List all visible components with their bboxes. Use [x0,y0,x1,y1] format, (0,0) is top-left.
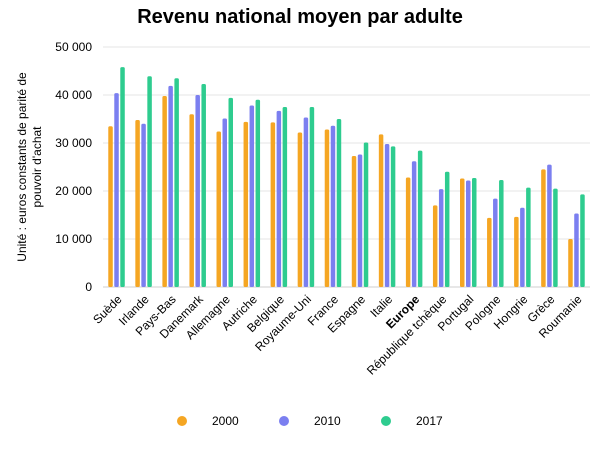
bar-2010 [331,126,336,287]
bar-2000 [298,132,303,287]
bar-2010 [141,124,146,287]
legend-label: 2017 [416,414,443,428]
legend-item[interactable]: 2000 [177,414,239,428]
y-axis-title-line: pouvoir d'achat [30,126,44,208]
legend-item[interactable]: 2010 [279,414,341,428]
bar-2017 [201,84,206,287]
chart-container: Revenu national moyen par adulte 0 10 000… [0,0,600,450]
y-axis-title-line: Unité : euros constants de parité de [15,72,29,262]
bar-2017 [580,194,585,287]
bar-2010 [466,180,471,287]
bar-2000 [487,218,492,287]
bar-2010 [114,93,119,287]
bar-2017 [499,180,504,287]
legend-label: 2000 [212,414,239,428]
bar-2010 [250,106,255,287]
bar-2010 [412,161,417,287]
bar-2017 [120,67,125,287]
bar-2010 [493,199,498,287]
bar-2000 [162,96,167,287]
y-tick-label: 40 000 [55,88,92,102]
y-tick-label: 50 000 [55,40,92,54]
bar-2000 [108,126,113,287]
bar-2000 [379,134,384,287]
bar-2000 [568,239,573,287]
bar-2017 [283,107,288,287]
bar-2000 [189,114,194,287]
y-tick-label: 20 000 [55,184,92,198]
bar-2010 [574,214,579,287]
bar-2010 [547,165,552,287]
bar-2010 [358,155,363,287]
bar-2010 [439,189,444,287]
bar-2000 [433,205,438,287]
legend: 2000 2010 2017 [177,414,443,428]
bar-2010 [277,111,282,287]
chart-canvas: 0 10 000 20 000 30 000 40 000 50 000 Unité : … [0,0,600,450]
bar-2000 [244,122,249,287]
bar-2017 [364,143,369,287]
y-axis-title: Unité : euros constants de parité de pouv… [15,72,44,262]
bar-2017 [310,107,315,287]
bar-2010 [223,119,228,287]
bar-2000 [406,178,411,287]
bar-2010 [520,208,525,287]
y-tick-label: 0 [85,280,92,294]
bar-2010 [168,86,173,287]
legend-swatch [279,416,289,426]
bar-2017 [256,100,260,287]
bar-2017 [553,189,558,287]
bar-2000 [271,122,276,287]
bar-2017 [174,78,179,287]
legend-item[interactable]: 2017 [381,414,443,428]
bar-2017 [391,146,396,287]
bar-2017 [147,76,152,287]
bar-2010 [304,118,309,287]
bar-2000 [460,179,465,287]
bar-2017 [229,98,234,287]
y-axis-ticks: 0 10 000 20 000 30 000 40 000 50 000 [55,40,92,294]
bar-2000 [217,131,222,287]
x-axis-labels: SuèdeIrlandePays-BasDanemarkAllemagneAut… [90,292,585,378]
legend-label: 2010 [314,414,341,428]
y-tick-label: 10 000 [55,232,92,246]
bar-2000 [352,156,357,287]
bar-2017 [337,119,342,287]
bar-2000 [325,130,330,287]
bar-2017 [472,178,477,287]
legend-swatch [177,416,187,426]
bars [108,67,584,287]
bar-2017 [526,188,531,287]
bar-2000 [541,169,546,287]
bar-2017 [445,172,450,287]
bar-2000 [514,217,519,287]
y-tick-label: 30 000 [55,136,92,150]
bar-2000 [135,120,140,287]
legend-swatch [381,416,391,426]
bar-2010 [195,95,200,287]
bar-2017 [418,151,423,287]
bar-2010 [385,144,390,287]
